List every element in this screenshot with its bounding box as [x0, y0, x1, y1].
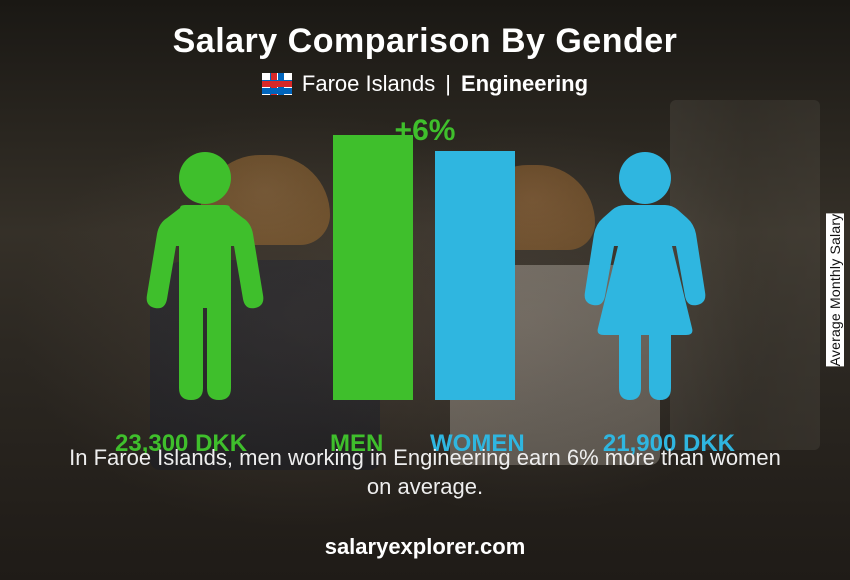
- source-attribution: salaryexplorer.com: [325, 534, 526, 560]
- women-salary-bar: [435, 151, 515, 400]
- female-figure-icon: [575, 150, 715, 400]
- page-title: Salary Comparison By Gender: [0, 0, 850, 61]
- subtitle-separator: |: [445, 71, 451, 97]
- infographic-content: Salary Comparison By Gender Faroe Island…: [0, 0, 850, 580]
- subtitle-field: Engineering: [461, 71, 588, 97]
- y-axis-label: Average Monthly Salary: [826, 214, 844, 367]
- male-figure-icon: [135, 150, 275, 400]
- men-salary-bar: [333, 135, 413, 400]
- chart-area: +6% 23,300 DKK MEN WOMEN 21,: [115, 120, 735, 430]
- subtitle-country: Faroe Islands: [302, 71, 435, 97]
- subtitle-row: Faroe Islands | Engineering: [0, 71, 850, 97]
- faroe-islands-flag-icon: [262, 73, 292, 95]
- caption-text: In Faroe Islands, men working in Enginee…: [65, 443, 785, 502]
